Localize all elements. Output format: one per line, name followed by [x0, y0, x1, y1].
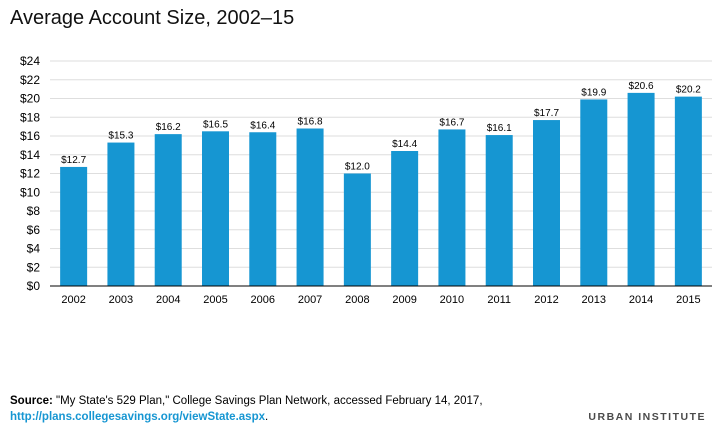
value-label-2010: $16.7 — [439, 117, 464, 128]
y-tick-label: $12 — [20, 167, 40, 181]
bar-chart: $0 $2 $4 $6 $8 $10 $12 $14 $16 $18 $20 $22 $24 $12.7… — [20, 54, 712, 306]
y-tick-label: $10 — [20, 185, 40, 199]
x-tick-label-2009: 2009 — [392, 294, 416, 306]
y-tick-label: $4 — [27, 242, 41, 256]
x-tick-label-2010: 2010 — [440, 294, 464, 306]
bar-2010 — [438, 129, 466, 286]
value-label-2013: $19.9 — [581, 87, 606, 98]
y-tick-label: $18 — [20, 110, 40, 124]
x-tick-label-2005: 2005 — [203, 294, 227, 306]
value-label-2005: $16.5 — [203, 119, 228, 130]
y-tick-label: $24 — [20, 54, 40, 68]
value-label-2002: $12.7 — [61, 155, 86, 166]
source-label: Source: — [10, 395, 53, 407]
bar-2004 — [154, 134, 182, 286]
value-label-2003: $15.3 — [108, 131, 133, 142]
value-label-2007: $16.8 — [298, 117, 323, 128]
bar-2006 — [249, 132, 277, 286]
x-tick-label-2012: 2012 — [534, 294, 558, 306]
y-tick-label: $2 — [27, 260, 41, 274]
source-end: . — [265, 411, 269, 423]
x-tick-label-2015: 2015 — [676, 294, 700, 306]
bar-2013 — [580, 99, 608, 286]
source-link[interactable]: http://plans.collegesavings.org/viewStat… — [10, 411, 265, 423]
y-tick-label: $14 — [20, 148, 40, 162]
urban-institute-logo: URBAN INSTITUTE — [588, 411, 706, 423]
x-tick-label-2006: 2006 — [251, 294, 275, 306]
bar-2007 — [296, 128, 324, 286]
value-label-2011: $16.1 — [487, 123, 512, 134]
x-tick-label-2011: 2011 — [487, 294, 511, 306]
x-tick-label-2007: 2007 — [298, 294, 322, 306]
y-tick-label: $0 — [27, 279, 41, 293]
source-text: "My State's 529 Plan," College Savings P… — [52, 395, 483, 407]
y-tick-label: $22 — [20, 73, 40, 87]
x-tick-label-2004: 2004 — [156, 294, 180, 306]
bar-2012 — [533, 120, 560, 286]
y-axis-tick-labels: $0 $2 $4 $6 $8 $10 $12 $14 $16 $18 $20 $22 $24 — [20, 54, 40, 293]
value-label-2004: $16.2 — [156, 122, 181, 133]
bar-2005 — [202, 131, 229, 286]
bar-2009 — [391, 151, 419, 286]
value-labels: $12.7 $15.3 $16.2 $16.5 $16.4 $16.8 $12.0 $14.4… — [61, 81, 701, 173]
value-label-2006: $16.4 — [250, 120, 275, 131]
x-tick-label-2008: 2008 — [345, 294, 369, 306]
source-note: Source: "My State's 529 Plan," College S… — [10, 393, 483, 425]
value-label-2012: $17.7 — [534, 108, 559, 119]
bar-2003 — [107, 142, 135, 286]
value-label-2009: $14.4 — [392, 139, 417, 150]
chart-title: Average Account Size, 2002–15 — [10, 7, 295, 29]
x-tick-label-2003: 2003 — [109, 294, 133, 306]
bar-2002 — [60, 166, 88, 286]
bar-2015 — [674, 96, 702, 286]
bar-2014 — [627, 92, 655, 286]
bar-2011 — [485, 135, 513, 286]
bars — [60, 92, 702, 286]
value-label-2008: $12.0 — [345, 162, 370, 173]
x-tick-label-2013: 2013 — [582, 294, 606, 306]
x-axis-tick-labels: 2002 2003 2004 2005 2006 2007 2008 2009 2010 2011… — [61, 294, 700, 306]
x-tick-label-2002: 2002 — [61, 294, 85, 306]
x-tick-label-2014: 2014 — [629, 294, 653, 306]
value-label-2014: $20.6 — [629, 81, 654, 92]
y-tick-label: $20 — [20, 92, 40, 106]
y-tick-label: $6 — [27, 223, 41, 237]
y-tick-label: $8 — [27, 204, 41, 218]
bar-2008 — [343, 173, 371, 286]
value-label-2015: $20.2 — [676, 85, 701, 96]
gridlines — [50, 60, 712, 268]
y-tick-label: $16 — [20, 129, 40, 143]
